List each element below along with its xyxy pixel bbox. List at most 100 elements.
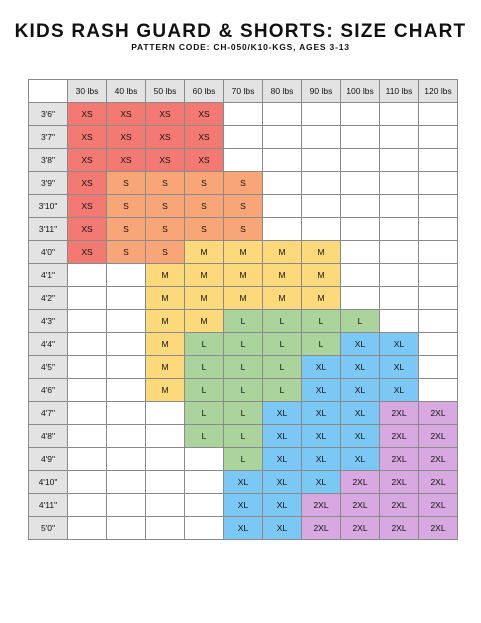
size-cell: M xyxy=(223,286,263,310)
height-header-cell: 4'2" xyxy=(28,286,68,310)
size-cell: L xyxy=(262,355,302,379)
height-header-cell: 4'1" xyxy=(28,263,68,287)
size-cell: L xyxy=(223,424,263,448)
size-cell: M xyxy=(262,286,302,310)
empty-cell xyxy=(262,102,302,126)
empty-cell xyxy=(145,401,185,425)
empty-cell xyxy=(67,309,107,333)
empty-cell xyxy=(418,309,458,333)
size-cell: 2XL xyxy=(418,424,458,448)
size-cell: S xyxy=(145,194,185,218)
height-header-cell: 4'4" xyxy=(28,332,68,356)
weight-header-cell: 100 lbs xyxy=(340,79,380,103)
size-cell: XL xyxy=(223,493,263,517)
size-cell: XL xyxy=(262,493,302,517)
size-cell: L xyxy=(184,332,224,356)
size-cell: XS xyxy=(67,148,107,172)
empty-cell xyxy=(379,148,419,172)
size-cell: L xyxy=(301,332,341,356)
empty-cell xyxy=(418,263,458,287)
size-cell: L xyxy=(301,309,341,333)
size-cell: L xyxy=(223,309,263,333)
empty-cell xyxy=(67,470,107,494)
size-cell: S xyxy=(223,217,263,241)
size-cell: S xyxy=(106,194,146,218)
size-cell: XL xyxy=(340,424,380,448)
size-cell: 2XL xyxy=(301,493,341,517)
empty-cell xyxy=(184,470,224,494)
height-header-cell: 3'9" xyxy=(28,171,68,195)
size-cell: M xyxy=(145,355,185,379)
size-cell: 2XL xyxy=(340,516,380,540)
height-header-cell: 3'11" xyxy=(28,217,68,241)
size-cell: XL xyxy=(340,401,380,425)
size-cell: XL xyxy=(301,424,341,448)
size-cell: XL xyxy=(301,401,341,425)
empty-cell xyxy=(379,286,419,310)
empty-cell xyxy=(67,263,107,287)
empty-cell xyxy=(379,125,419,149)
size-cell: M xyxy=(145,378,185,402)
size-cell: 2XL xyxy=(418,447,458,471)
size-cell: L xyxy=(184,401,224,425)
empty-cell xyxy=(106,263,146,287)
empty-cell xyxy=(184,493,224,517)
empty-cell xyxy=(418,148,458,172)
table-row: 5'0" XL XL 2XL 2XL 2XL 2XL xyxy=(28,516,458,540)
size-cell: M xyxy=(301,240,341,264)
size-cell: XL xyxy=(301,447,341,471)
size-cell: S xyxy=(223,171,263,195)
size-cell: S xyxy=(184,194,224,218)
size-cell: XS xyxy=(67,125,107,149)
height-header-cell: 3'8" xyxy=(28,148,68,172)
table-row: 4'1" M M M M M xyxy=(28,263,458,287)
size-cell: L xyxy=(223,378,263,402)
table-row: 4'9" L XL XL XL 2XL 2XL xyxy=(28,447,458,471)
size-cell: XS xyxy=(145,125,185,149)
size-cell: XS xyxy=(67,102,107,126)
size-cell: 2XL xyxy=(379,516,419,540)
empty-cell xyxy=(106,493,146,517)
size-cell: L xyxy=(223,401,263,425)
size-cell: XL xyxy=(340,378,380,402)
size-cell: S xyxy=(106,217,146,241)
height-header-cell: 5'0" xyxy=(28,516,68,540)
size-cell: XL xyxy=(340,447,380,471)
size-cell: S xyxy=(145,240,185,264)
size-cell: M xyxy=(145,286,185,310)
size-cell: L xyxy=(184,424,224,448)
size-cell: XL xyxy=(262,401,302,425)
empty-cell xyxy=(67,355,107,379)
size-cell: M xyxy=(262,240,302,264)
table-row: 4'4" M L L L L XL XL xyxy=(28,332,458,356)
empty-cell xyxy=(418,171,458,195)
empty-cell xyxy=(106,447,146,471)
size-chart-body: 3'6" XS XS XS XS 3'7" XS XS XS XS 3'8" XS XS XS XS 3'9"… xyxy=(28,102,458,540)
size-cell: XL xyxy=(262,516,302,540)
table-row: 3'7" XS XS XS XS xyxy=(28,125,458,149)
empty-cell xyxy=(223,102,263,126)
empty-cell xyxy=(145,447,185,471)
table-row: 4'0" XS S S M M M M xyxy=(28,240,458,264)
size-cell: XL xyxy=(301,355,341,379)
weight-header-cell: 50 lbs xyxy=(145,79,185,103)
size-cell: M xyxy=(145,309,185,333)
empty-cell xyxy=(67,516,107,540)
size-cell: M xyxy=(184,263,224,287)
size-cell: XS xyxy=(184,102,224,126)
size-cell: L xyxy=(223,447,263,471)
size-cell: 2XL xyxy=(379,401,419,425)
table-row: 3'10" XS S S S S xyxy=(28,194,458,218)
empty-cell xyxy=(340,125,380,149)
empty-cell xyxy=(379,102,419,126)
height-header-cell: 4'3" xyxy=(28,309,68,333)
empty-cell xyxy=(418,378,458,402)
table-row: 3'9" XS S S S S xyxy=(28,171,458,195)
table-row: 4'2" M M M M M xyxy=(28,286,458,310)
empty-cell xyxy=(418,125,458,149)
height-header-cell: 4'10" xyxy=(28,470,68,494)
size-cell: 2XL xyxy=(418,516,458,540)
chart-subtitle: PATTERN CODE: CH-050/K10-KGS, AGES 3-13 xyxy=(131,42,350,52)
size-cell: XS xyxy=(184,148,224,172)
size-cell: S xyxy=(223,194,263,218)
